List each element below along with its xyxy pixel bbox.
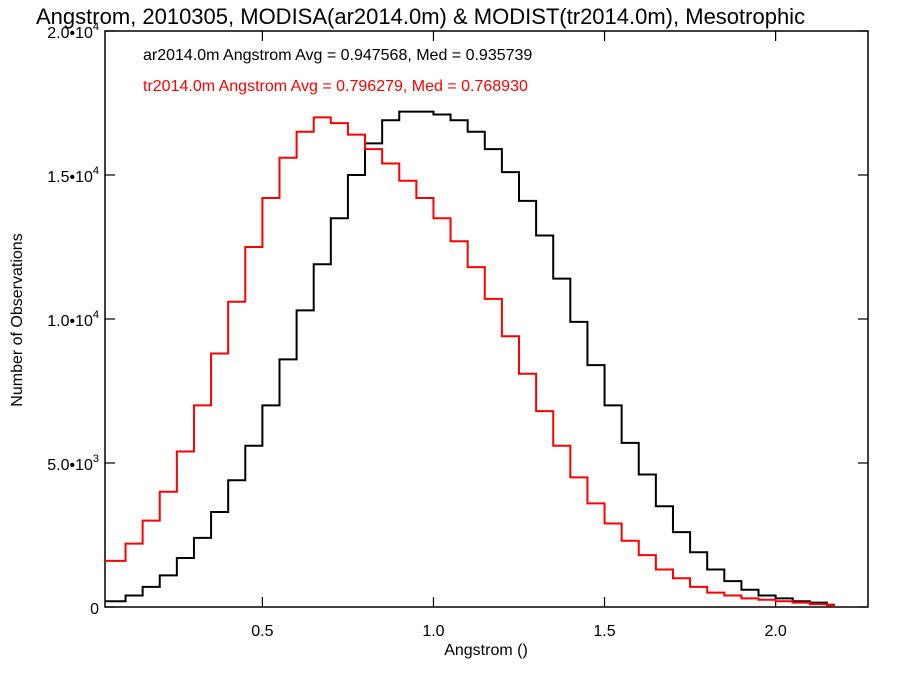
- y-ticks: 0 5.0•103 1.0•104 1.5•104 2.0•104: [47, 21, 868, 618]
- x-tick-label: 2.0: [764, 623, 786, 640]
- x-tick-label: 1.0: [422, 623, 444, 640]
- annotation-ar: ar2014.0m Angstrom Avg = 0.947568, Med =…: [143, 47, 532, 64]
- annotation-tr: tr2014.0m Angstrom Avg = 0.796279, Med =…: [143, 78, 528, 95]
- y-tick-label: 2.0•104: [47, 21, 99, 42]
- x-ticks: 0.5 1.0 1.5 2.0: [251, 31, 787, 640]
- y-axis-label: Number of Observations: [9, 233, 26, 406]
- y-tick-label: 1.0•104: [47, 309, 99, 330]
- y-tick-label: 0: [90, 601, 99, 618]
- x-tick-label: 0.5: [251, 623, 273, 640]
- axes: [104, 30, 869, 608]
- x-tick-label: 1.5: [593, 623, 615, 640]
- series-line-0: [105, 110, 835, 607]
- plot-frame: [104, 30, 869, 608]
- y-tick-label: 5.0•103: [47, 453, 99, 474]
- series-line-1: [105, 116, 835, 607]
- series-group: [105, 110, 835, 607]
- x-axis-label: Angstrom (): [444, 642, 528, 659]
- y-tick-label: 1.5•104: [47, 165, 99, 186]
- chart-title: Angstrom, 2010305, MODISA(ar2014.0m) & M…: [36, 4, 805, 29]
